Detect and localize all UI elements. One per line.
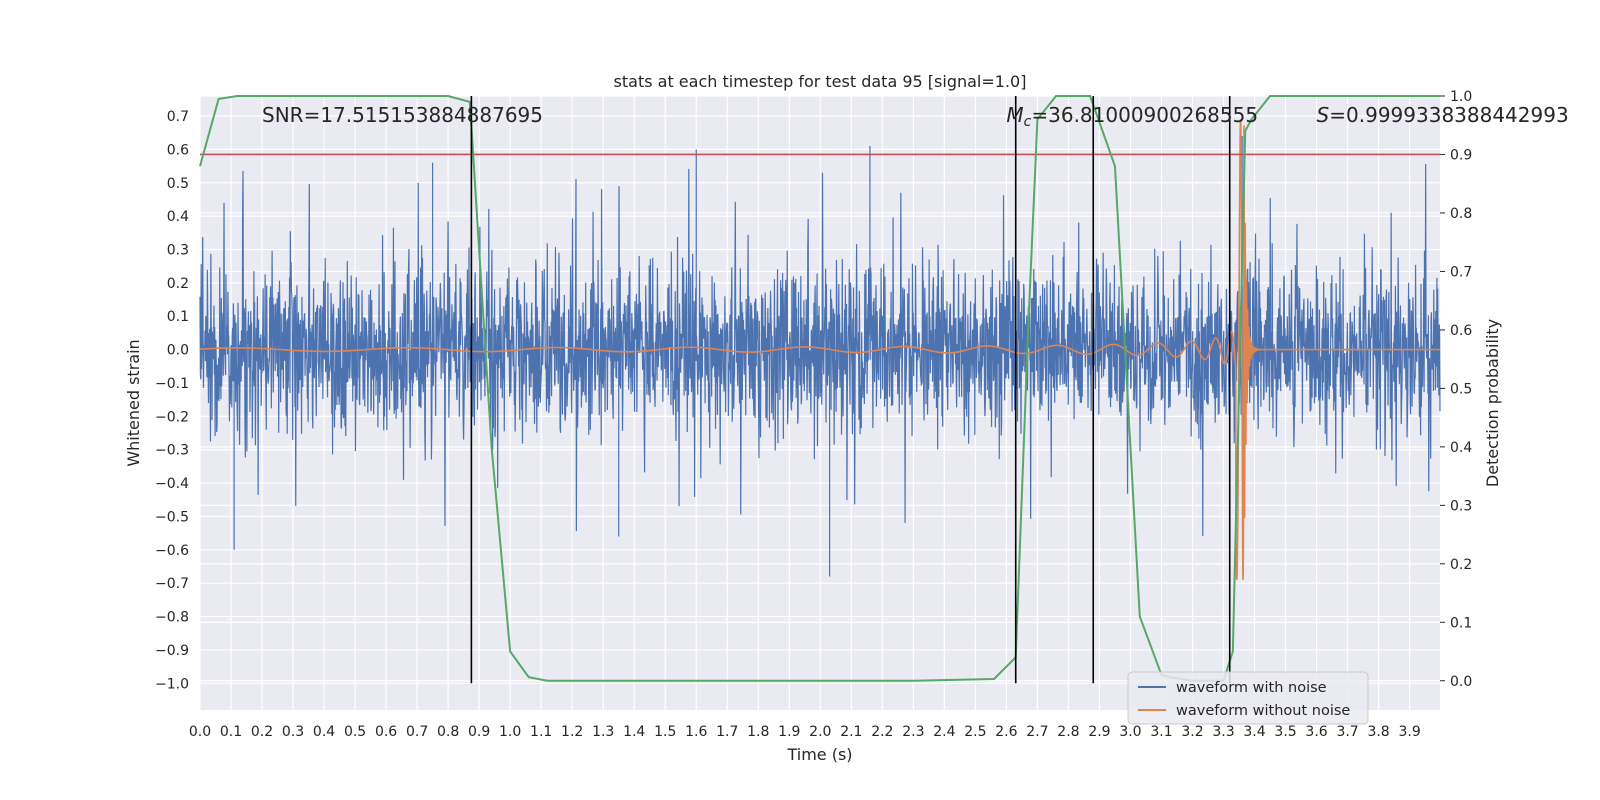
y-left-tick-label: −0.9 xyxy=(155,643,189,659)
x-tick-label: 3.0 xyxy=(1119,724,1141,740)
legend-box xyxy=(1127,671,1369,725)
y-right-tick-label: 0.5 xyxy=(1450,381,1472,397)
y-left-tick-label: 0.7 xyxy=(167,109,189,125)
x-tick-label: 2.8 xyxy=(1057,724,1079,740)
x-tick-label: 3.7 xyxy=(1336,724,1358,740)
y-left-tick-label: −0.5 xyxy=(155,509,189,525)
x-tick-label: 1.6 xyxy=(685,724,707,740)
y-right-tick-label: 1.0 xyxy=(1450,89,1472,105)
x-tick-label: 0.6 xyxy=(375,724,397,740)
y-left-tick-label: −0.3 xyxy=(155,443,189,459)
x-tick-label: 0.0 xyxy=(189,724,211,740)
x-tick-label: 2.5 xyxy=(964,724,986,740)
y-left-tick-label: −0.8 xyxy=(155,610,189,626)
x-tick-label: 2.9 xyxy=(1088,724,1110,740)
x-tick-label: 2.6 xyxy=(995,724,1017,740)
x-tick-label: 3.1 xyxy=(1150,724,1172,740)
x-tick-label: 2.7 xyxy=(1026,724,1048,740)
series-waveform-without-noise xyxy=(199,119,1440,580)
x-axis-label: Time (s) xyxy=(786,745,852,764)
y-right-tick-label: 0.7 xyxy=(1450,264,1472,280)
x-tick-label: 1.0 xyxy=(499,724,521,740)
x-tick-label: 0.2 xyxy=(251,724,273,740)
x-tick-label: 1.3 xyxy=(592,724,614,740)
x-tick-label: 1.8 xyxy=(747,724,769,740)
chart-title: stats at each timestep for test data 95 … xyxy=(614,72,1027,91)
x-tick-label: 2.2 xyxy=(871,724,893,740)
y-left-tick-label: 0.6 xyxy=(167,142,189,158)
x-tick-label: 2.4 xyxy=(933,724,955,740)
x-tick-label: 2.1 xyxy=(840,724,862,740)
y-axis-right-label: Detection probability xyxy=(1483,319,1502,487)
x-tick-label: 1.1 xyxy=(530,724,552,740)
x-tick-label: 1.5 xyxy=(654,724,676,740)
y-left-tick-label: 0.0 xyxy=(167,343,189,359)
x-tick-label: 3.6 xyxy=(1305,724,1327,740)
x-tick-label: 3.3 xyxy=(1212,724,1234,740)
y-right-tick-label: 0.2 xyxy=(1450,557,1472,573)
annotation-text: Mc=36.81000900268555 xyxy=(1006,103,1258,130)
y-right-tick-label: 0.9 xyxy=(1450,147,1472,163)
y-axis-left-ticks: 0.7 0.6 0.5 0.4 0.3 0.2 0.1 0.0 −0.1 −0.2 −0.3 −0.4… xyxy=(155,109,189,692)
y-axis-right-ticks: 1.0 0.9 0.8 0.7 0.6 0.5 0.4 0.3 0.2 0.1 0.0 xyxy=(1440,89,1472,690)
x-tick-label: 3.8 xyxy=(1367,724,1389,740)
y-left-tick-label: −0.6 xyxy=(155,543,189,559)
x-tick-label: 0.5 xyxy=(344,724,366,740)
y-left-tick-label: −0.7 xyxy=(155,576,189,592)
x-tick-label: 3.9 xyxy=(1398,724,1420,740)
x-tick-label: 3.5 xyxy=(1274,724,1296,740)
x-tick-label: 1.2 xyxy=(561,724,583,740)
y-left-tick-label: −0.2 xyxy=(155,409,189,425)
x-tick-label: 0.7 xyxy=(406,724,428,740)
x-tick-label: 0.9 xyxy=(468,724,490,740)
x-tick-label: 2.3 xyxy=(902,724,924,740)
x-tick-label: 3.4 xyxy=(1243,724,1265,740)
x-tick-label: 0.4 xyxy=(313,724,335,740)
annotation-text: S=0.9999338388442993 xyxy=(1317,103,1569,127)
y-left-tick-label: −1.0 xyxy=(155,676,189,692)
x-tick-label: 1.4 xyxy=(623,724,645,740)
y-right-tick-label: 0.6 xyxy=(1450,323,1472,339)
legend-label: waveform without noise xyxy=(1176,703,1350,719)
legend: waveform with noise waveform without nois… xyxy=(1127,671,1369,725)
annotation-text: SNR=17.515153884887695 xyxy=(262,103,543,127)
y-left-tick-label: 0.3 xyxy=(167,243,189,259)
x-tick-label: 1.7 xyxy=(716,724,738,740)
x-axis-ticks: 0.0 0.1 0.2 0.3 0.4 0.5 0.6 0.7 0.8 0.9 1.0 1.1 1.2 1… xyxy=(189,724,1421,740)
y-right-tick-label: 0.1 xyxy=(1450,615,1472,631)
x-tick-label: 1.9 xyxy=(778,724,800,740)
x-tick-label: 2.0 xyxy=(809,724,831,740)
legend-label: waveform with noise xyxy=(1176,680,1327,696)
event-markers xyxy=(470,96,1231,684)
y-right-tick-label: 0.0 xyxy=(1450,674,1472,690)
y-axis-left-label: Whitened strain xyxy=(124,339,143,466)
y-right-tick-label: 0.8 xyxy=(1450,206,1472,222)
annotations: SNR=17.515153884887695 Mc=36.810009002685… xyxy=(262,103,1569,130)
y-right-tick-label: 0.4 xyxy=(1450,440,1472,456)
y-right-tick-label: 0.3 xyxy=(1450,498,1472,514)
y-left-tick-label: 0.1 xyxy=(167,309,189,325)
x-tick-label: 0.3 xyxy=(282,724,304,740)
y-left-tick-label: 0.2 xyxy=(167,276,189,292)
x-tick-label: 0.1 xyxy=(220,724,242,740)
y-left-tick-label: 0.5 xyxy=(167,176,189,192)
chirp-waveform-line xyxy=(199,119,1440,580)
x-tick-label: 0.8 xyxy=(437,724,459,740)
y-left-tick-label: −0.1 xyxy=(155,376,189,392)
y-left-tick-label: −0.4 xyxy=(155,476,189,492)
y-left-tick-label: 0.4 xyxy=(167,209,189,225)
x-tick-label: 3.2 xyxy=(1181,724,1203,740)
